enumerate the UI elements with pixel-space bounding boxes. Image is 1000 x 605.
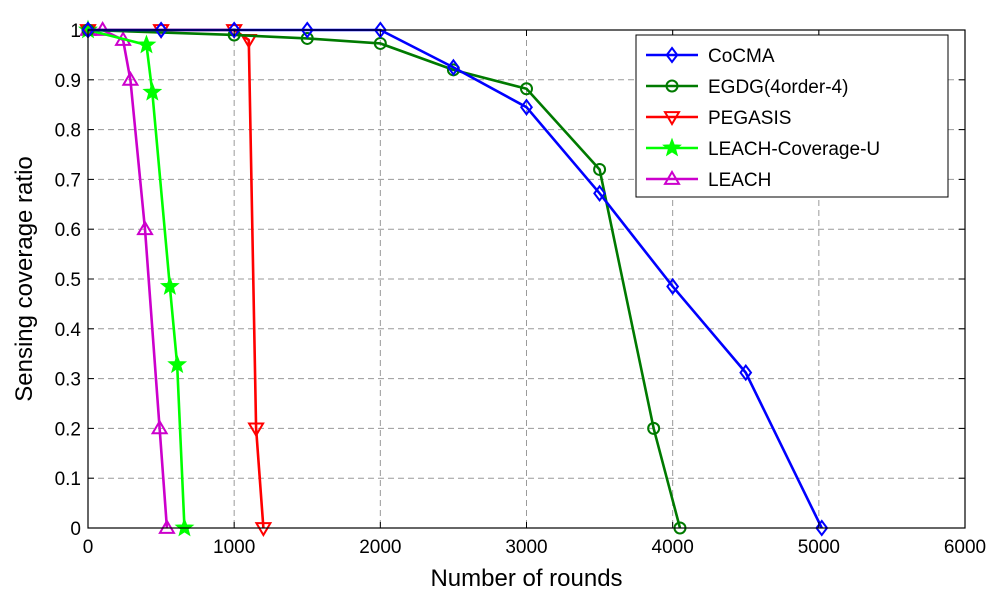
data-point-cocma — [593, 184, 607, 203]
legend-item-cocma: CoCMA — [646, 46, 775, 67]
data-point-leach-coverage-u — [174, 517, 195, 537]
x-tick-label: 1000 — [213, 537, 255, 558]
tick-labels: 0 1000 2000 3000 4000 5000 6000 0 0.1 0.2 0.3 0.4 0.… — [55, 21, 987, 558]
data-point-egdg-4order-4 — [300, 31, 314, 45]
legend-label: PEGASIS — [708, 108, 791, 129]
legend-marker — [665, 79, 679, 93]
legend-label: CoCMA — [708, 46, 775, 67]
data-point-cocma — [666, 277, 680, 296]
legend-marker — [663, 170, 681, 185]
legend: CoCMA EGDG(4order-4) PEGASIS LEACH-Coverage… — [635, 34, 949, 198]
legend-label: LEACH-Coverage-U — [708, 139, 880, 160]
axes — [87, 29, 966, 529]
data-point-egdg-4order-4 — [647, 421, 661, 435]
y-tick-label: 0.7 — [55, 170, 81, 191]
x-tick-label: 3000 — [505, 537, 547, 558]
data-point-leach — [150, 419, 169, 435]
y-tick-label: 0.4 — [55, 320, 82, 341]
data-point-pegasis — [247, 422, 265, 438]
legend-label: EGDG(4order-4) — [708, 77, 848, 98]
x-tick-label: 6000 — [944, 537, 986, 558]
legend-item-pegasis: PEGASIS — [646, 108, 791, 129]
data-point-leach-coverage-u — [159, 276, 180, 295]
y-tick-label: 0 — [70, 519, 81, 540]
data-point-leach — [121, 70, 140, 86]
y-tick-label: 0.6 — [55, 220, 81, 241]
data-point-cocma — [815, 519, 829, 537]
series-line-leach-coverage-u — [87, 28, 186, 529]
legend-item-egdg-4order-4: EGDG(4order-4) — [646, 77, 848, 98]
legend-label: LEACH — [708, 170, 771, 191]
legend-item-leach-coverage-u: LEACH-Coverage-U — [646, 137, 880, 160]
y-tick-label: 0.8 — [55, 121, 81, 142]
data-point-cocma — [446, 58, 460, 77]
legend-item-leach: LEACH — [646, 170, 771, 191]
y-tick-label: 0.9 — [55, 71, 81, 92]
y-tick-label: 0.2 — [55, 419, 81, 440]
legend-marker — [663, 111, 681, 126]
series-line-egdg-4order-4 — [87, 28, 682, 529]
y-axis-label: Sensing coverage ratio — [11, 156, 38, 401]
y-tick-label: 0.3 — [55, 370, 81, 391]
x-axis-label: Number of rounds — [430, 565, 622, 592]
x-tick-label: 0 — [83, 537, 94, 558]
data-point-cocma — [373, 21, 387, 39]
x-tick-label: 2000 — [359, 537, 401, 558]
data-point-egdg-4order-4 — [593, 162, 607, 176]
data-point-cocma — [300, 21, 314, 39]
data-point-egdg-4order-4 — [520, 82, 533, 96]
legend-marker — [665, 46, 679, 64]
data-point-leach-coverage-u — [142, 81, 163, 101]
axes-frame — [87, 29, 966, 529]
data-point-leach-coverage-u — [136, 34, 157, 54]
data-point-leach — [158, 519, 176, 534]
data-point-cocma — [154, 21, 168, 39]
data-point-pegasis — [254, 522, 273, 537]
y-tick-label: 1 — [70, 21, 81, 42]
data-point-leach-coverage-u — [167, 354, 188, 374]
x-tick-label: 4000 — [652, 537, 694, 558]
data-point-leach — [136, 220, 154, 236]
x-tick-label: 5000 — [798, 537, 840, 558]
data-point-cocma — [227, 21, 241, 39]
y-tick-label: 0.5 — [55, 270, 81, 291]
legend-marker — [662, 137, 682, 157]
y-tick-label: 0.1 — [55, 469, 81, 490]
data-point-cocma — [739, 363, 753, 382]
data-point-cocma — [520, 98, 533, 116]
